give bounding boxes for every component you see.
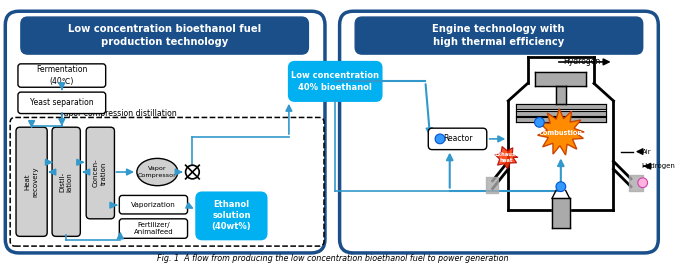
Text: Low concentration bioethanol fuel
production technology: Low concentration bioethanol fuel produc… xyxy=(67,24,260,47)
FancyBboxPatch shape xyxy=(119,219,188,238)
Polygon shape xyxy=(495,147,518,169)
FancyBboxPatch shape xyxy=(21,17,309,54)
Text: Heat
recovery: Heat recovery xyxy=(25,167,38,197)
FancyBboxPatch shape xyxy=(16,127,47,236)
FancyBboxPatch shape xyxy=(86,127,114,219)
FancyBboxPatch shape xyxy=(197,193,267,239)
Ellipse shape xyxy=(137,158,177,186)
Text: Air: Air xyxy=(642,148,651,154)
Text: Yeast separation: Yeast separation xyxy=(30,98,94,107)
Text: Concen-
tration: Concen- tration xyxy=(93,159,107,187)
Text: Fertilizer/
Animalfeed: Fertilizer/ Animalfeed xyxy=(134,222,173,235)
Text: Combustion: Combustion xyxy=(539,130,583,136)
Text: Fermentation
(40℃): Fermentation (40℃) xyxy=(36,66,88,86)
FancyBboxPatch shape xyxy=(355,17,643,54)
Text: Fig. 1  A flow from producing the low concentration bioethanol fuel to power gen: Fig. 1 A flow from producing the low con… xyxy=(157,254,509,263)
FancyBboxPatch shape xyxy=(289,62,381,101)
Text: Vapor
Compressor: Vapor Compressor xyxy=(138,166,177,178)
Circle shape xyxy=(556,182,566,191)
Text: Vapor compression distillation: Vapor compression distillation xyxy=(59,109,177,119)
Polygon shape xyxy=(538,109,584,155)
FancyBboxPatch shape xyxy=(18,64,105,87)
Text: Ethanol
solution
(40wt%): Ethanol solution (40wt%) xyxy=(211,200,251,231)
Circle shape xyxy=(186,165,199,179)
Text: Low concentration
40% bioethanol: Low concentration 40% bioethanol xyxy=(291,71,379,92)
Text: Hydrogen: Hydrogen xyxy=(642,163,676,169)
FancyBboxPatch shape xyxy=(339,11,658,253)
Circle shape xyxy=(534,117,544,127)
FancyBboxPatch shape xyxy=(52,127,80,236)
Text: Exhaust
heat: Exhaust heat xyxy=(494,152,518,163)
Text: Hydrogen: Hydrogen xyxy=(563,58,600,66)
Circle shape xyxy=(435,134,445,144)
Text: Vaporization: Vaporization xyxy=(131,202,176,208)
FancyBboxPatch shape xyxy=(428,128,487,150)
FancyBboxPatch shape xyxy=(5,11,325,253)
FancyBboxPatch shape xyxy=(10,117,324,246)
Text: Engine technology with
high thermal efficiency: Engine technology with high thermal effi… xyxy=(432,24,564,47)
FancyBboxPatch shape xyxy=(119,195,188,214)
Text: Reactor: Reactor xyxy=(443,134,473,143)
FancyBboxPatch shape xyxy=(18,92,105,114)
Text: Distil-
lation: Distil- lation xyxy=(59,172,73,192)
Circle shape xyxy=(638,178,647,188)
